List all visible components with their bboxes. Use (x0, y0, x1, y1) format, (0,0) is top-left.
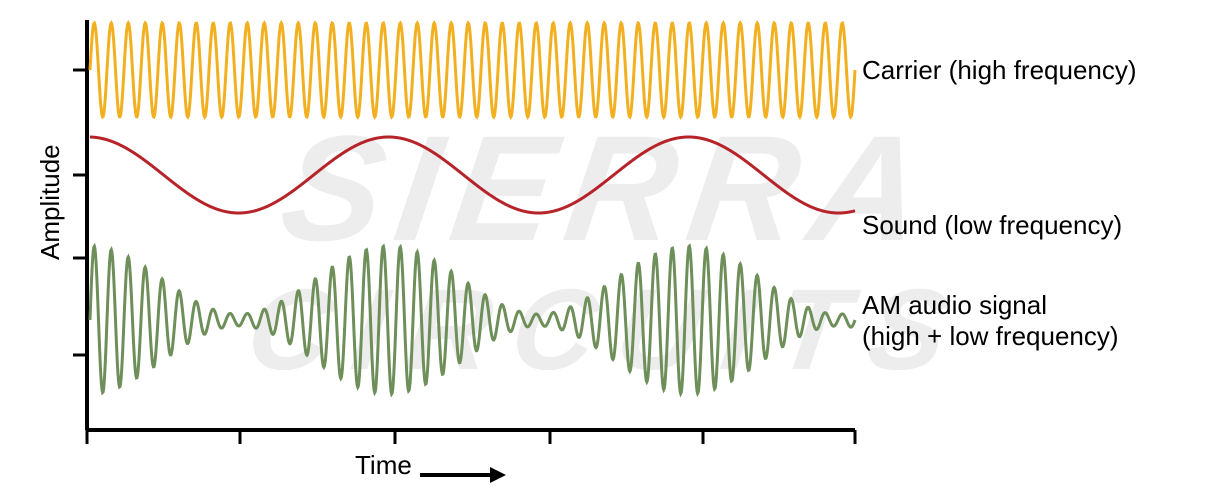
waveform-plot (0, 0, 1218, 500)
time-arrow-head (490, 467, 506, 483)
sound-wave (90, 137, 855, 213)
am-wave (90, 246, 855, 394)
carrier-wave (90, 23, 855, 117)
